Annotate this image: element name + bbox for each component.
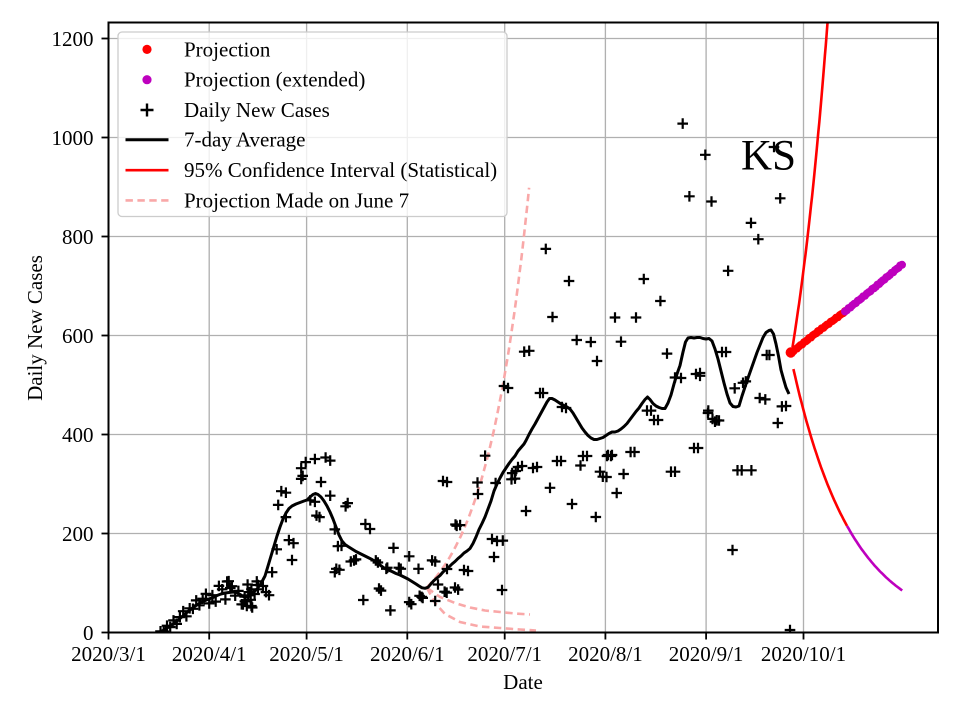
svg-text:600: 600	[62, 324, 94, 348]
svg-text:7-day Average: 7-day Average	[184, 128, 305, 152]
svg-text:2020/6/1: 2020/6/1	[370, 642, 445, 666]
svg-text:Date: Date	[503, 670, 543, 694]
svg-text:200: 200	[62, 522, 94, 546]
svg-text:Projection Made on June 7: Projection Made on June 7	[184, 188, 409, 212]
svg-text:400: 400	[62, 423, 94, 447]
svg-text:2020/5/1: 2020/5/1	[269, 642, 344, 666]
svg-text:2020/3/1: 2020/3/1	[71, 642, 146, 666]
svg-text:Daily New Cases: Daily New Cases	[23, 255, 47, 401]
svg-text:KS: KS	[741, 133, 796, 180]
svg-text:0: 0	[83, 621, 94, 645]
svg-text:1200: 1200	[52, 27, 94, 51]
svg-text:95% Confidence Interval (Stati: 95% Confidence Interval (Statistical)	[184, 158, 497, 182]
svg-text:Projection: Projection	[184, 37, 271, 61]
svg-text:Daily New Cases: Daily New Cases	[184, 98, 330, 122]
svg-text:2020/9/1: 2020/9/1	[669, 642, 744, 666]
svg-text:800: 800	[62, 225, 94, 249]
svg-text:2020/4/1: 2020/4/1	[172, 642, 247, 666]
svg-text:1000: 1000	[52, 126, 94, 150]
svg-text:Projection (extended): Projection (extended)	[184, 68, 365, 92]
svg-text:2020/10/1: 2020/10/1	[761, 642, 846, 666]
svg-text:2020/7/1: 2020/7/1	[467, 642, 542, 666]
svg-text:2020/8/1: 2020/8/1	[568, 642, 643, 666]
